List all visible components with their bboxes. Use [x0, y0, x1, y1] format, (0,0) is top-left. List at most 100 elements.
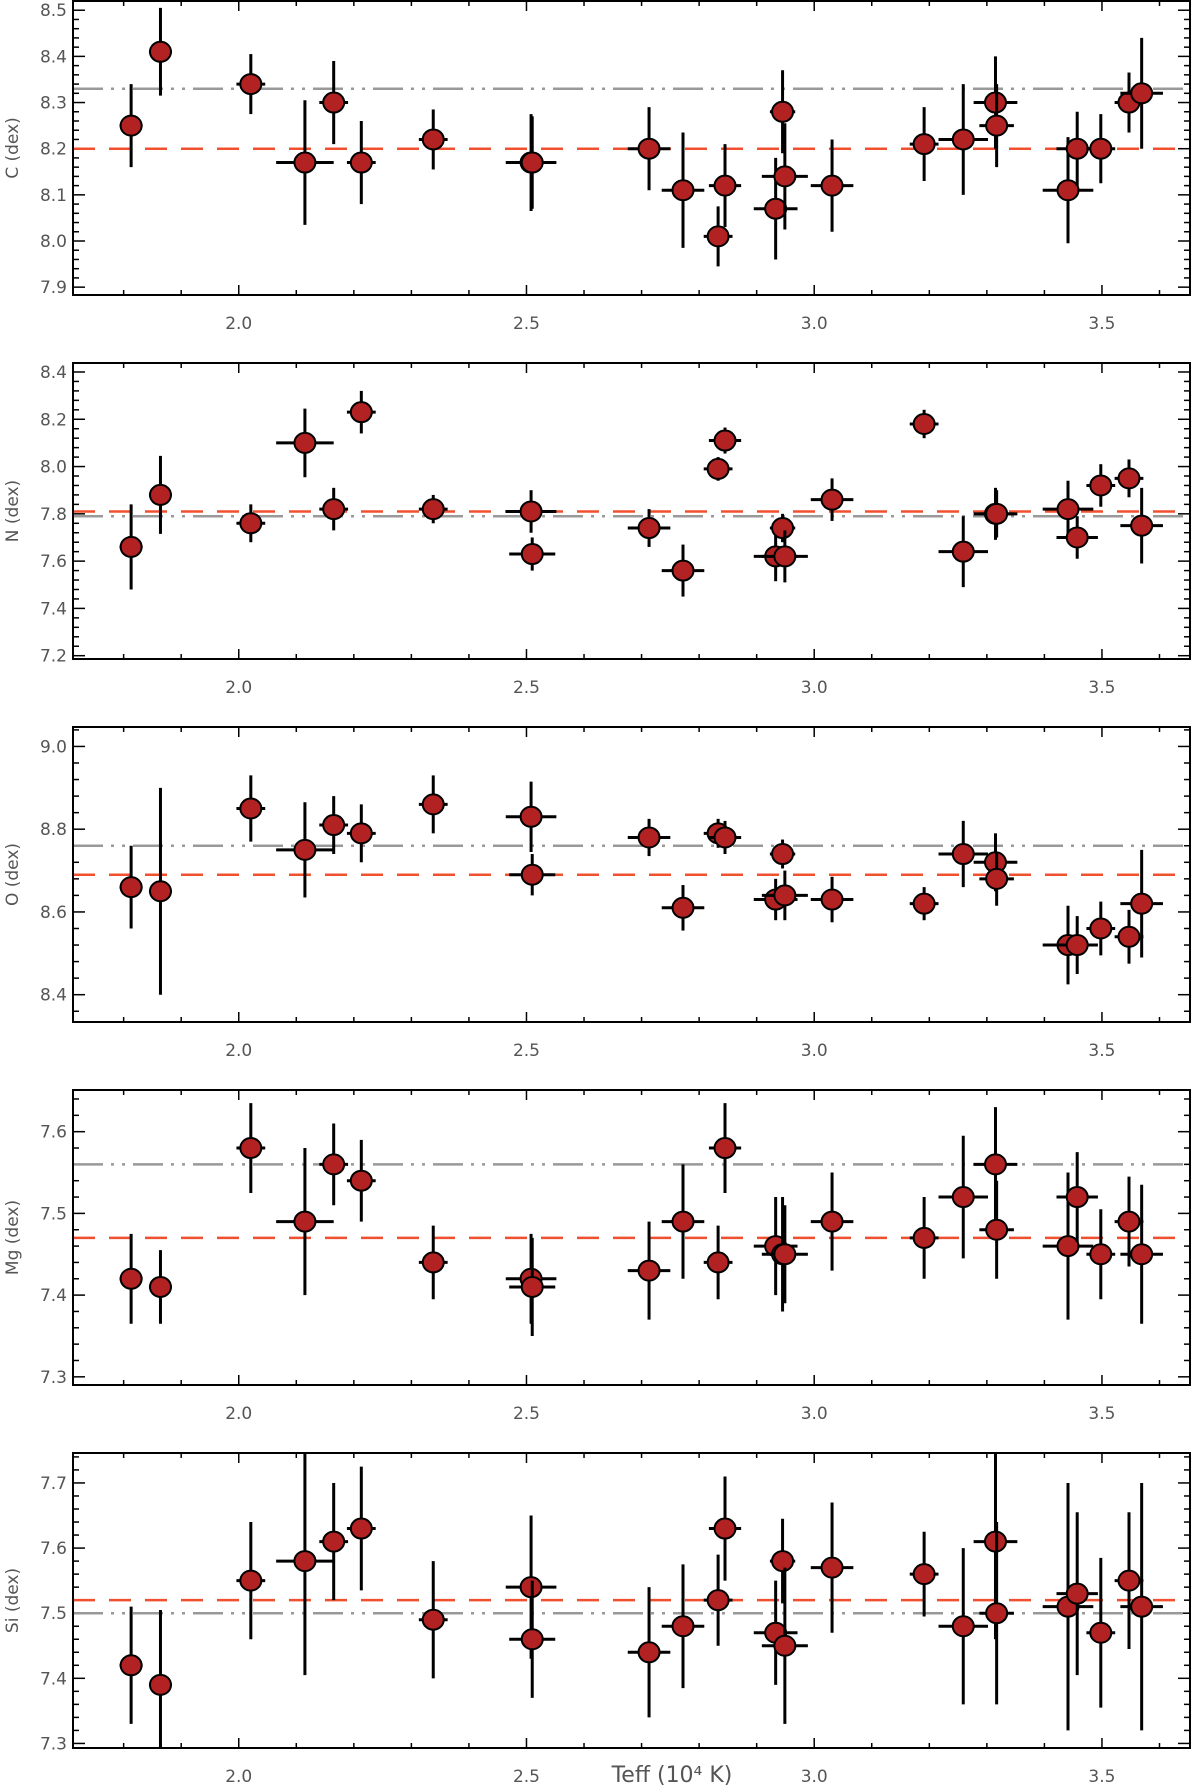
data-points: [119, 775, 1163, 995]
marker: [706, 1589, 730, 1612]
data-point: [661, 885, 705, 931]
data-point: [148, 787, 172, 995]
data-point: [810, 478, 854, 521]
marker: [983, 1153, 1007, 1176]
data-point: [909, 887, 939, 921]
marker: [773, 1634, 797, 1657]
data-point: [1042, 137, 1094, 244]
data-point: [627, 1587, 671, 1718]
y-tick-label: 8.0: [40, 232, 67, 252]
marker: [322, 1530, 346, 1553]
data-point: [979, 1180, 1014, 1279]
data-point: [148, 455, 172, 534]
data-point: [509, 1237, 556, 1336]
y-tick-label: 9.0: [40, 737, 67, 757]
marker: [985, 114, 1009, 137]
data-point: [627, 1221, 671, 1320]
marker: [771, 1550, 795, 1573]
data-point: [1056, 1152, 1098, 1242]
data-point: [1056, 516, 1098, 559]
x-tick-label: 2.0: [225, 1767, 252, 1787]
data-point: [703, 1554, 733, 1646]
data-point: [346, 1139, 376, 1222]
marker: [1089, 917, 1113, 940]
data-point: [1086, 114, 1116, 184]
marker: [637, 137, 661, 160]
x-tick-label: 2.0: [225, 1404, 252, 1424]
data-point: [979, 490, 1014, 538]
data-point: [973, 1107, 1018, 1222]
panel-c: 2.0 2.5 3.0 3.5 7.9 8.0 8.1 8.2 8.3 8.4 8.5 C (dex): [3, 0, 1191, 334]
marker: [239, 797, 263, 820]
data-point: [1120, 487, 1163, 564]
data-point: [938, 84, 989, 195]
panel-si: 2.0 2.5 3.0 3.5 7.3 7.4 7.5 7.6 7.7 Si (dex): [3, 1452, 1191, 1787]
marker: [1056, 498, 1080, 521]
marker: [148, 483, 172, 506]
marker: [421, 1608, 445, 1631]
data-point: [236, 775, 266, 842]
data-point: [810, 876, 854, 923]
marker: [771, 843, 795, 866]
marker: [713, 1517, 737, 1540]
y-tick-label: 7.3: [40, 1368, 67, 1388]
x-tick-label: 3.5: [1088, 1404, 1115, 1424]
marker: [1065, 934, 1089, 957]
x-tick-label: 3.0: [801, 678, 828, 698]
data-point: [661, 544, 705, 597]
marker: [706, 457, 730, 480]
marker: [322, 91, 346, 114]
marker: [1065, 1186, 1089, 1209]
data-point: [761, 1567, 808, 1724]
marker: [771, 100, 795, 123]
y-tick-label: 8.1: [40, 186, 67, 206]
data-point: [703, 1225, 733, 1300]
marker: [912, 412, 936, 435]
data-point: [661, 132, 705, 248]
data-point: [708, 820, 742, 855]
data-point: [236, 54, 266, 115]
data-points: [119, 1103, 1163, 1336]
data-point: [769, 839, 796, 869]
data-point: [148, 7, 172, 96]
marker: [1065, 526, 1089, 549]
data-point: [119, 84, 143, 168]
panel-n: 2.0 2.5 3.0 3.5 7.2 7.4 7.6 7.8 8.0 8.2 8.4 N (dex): [3, 362, 1191, 698]
plot-frame: [72, 726, 1191, 1023]
x-tick-label: 3.0: [801, 1041, 828, 1061]
data-point: [418, 494, 448, 524]
data-point: [708, 1476, 742, 1581]
y-axis-title: O (dex): [3, 843, 23, 906]
data-point: [761, 123, 808, 230]
marker: [1130, 1243, 1154, 1266]
data-point: [1086, 1557, 1116, 1708]
data-point: [1114, 1512, 1144, 1650]
data-point: [1056, 916, 1098, 975]
data-point: [509, 854, 556, 896]
y-tick-label: 7.6: [40, 552, 67, 572]
marker: [671, 1615, 695, 1638]
marker: [239, 1569, 263, 1592]
marker: [1065, 137, 1089, 160]
marker: [820, 488, 844, 511]
data-point: [418, 1561, 448, 1679]
marker: [520, 543, 544, 566]
data-point: [236, 1522, 266, 1640]
data-point: [319, 1482, 349, 1601]
marker: [985, 867, 1009, 890]
x-axis-title: Teff (10⁴ K): [611, 1763, 733, 1788]
marker: [773, 884, 797, 907]
marker: [520, 151, 544, 174]
marker: [421, 498, 445, 521]
y-tick-label: 7.5: [40, 1604, 67, 1624]
marker: [148, 40, 172, 63]
marker: [119, 114, 143, 137]
data-point: [1086, 1209, 1116, 1300]
plot-frame: [72, 1089, 1191, 1386]
data-point: [276, 1148, 334, 1296]
data-point: [1114, 459, 1144, 498]
x-tick-label: 2.5: [513, 1041, 540, 1061]
marker: [1089, 1243, 1113, 1266]
marker: [119, 876, 143, 899]
